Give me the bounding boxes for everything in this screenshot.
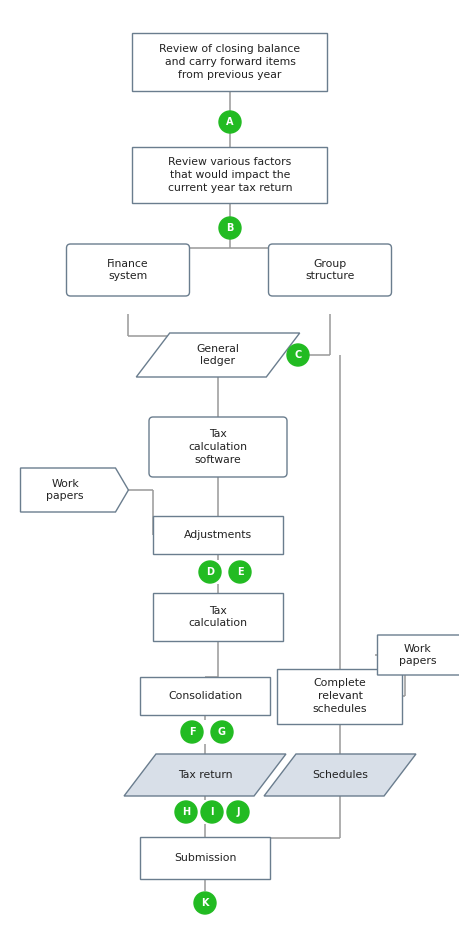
Text: B: B — [226, 223, 233, 233]
Circle shape — [201, 801, 223, 823]
Polygon shape — [263, 754, 415, 796]
Circle shape — [194, 892, 216, 914]
FancyBboxPatch shape — [132, 33, 327, 91]
Text: Submission: Submission — [174, 853, 235, 863]
Circle shape — [218, 111, 241, 133]
Text: Adjustments: Adjustments — [184, 530, 252, 540]
Circle shape — [229, 561, 251, 583]
Text: Work
papers: Work papers — [398, 644, 435, 666]
FancyBboxPatch shape — [140, 677, 269, 715]
Polygon shape — [21, 468, 128, 512]
Text: Tax return: Tax return — [177, 770, 232, 780]
Text: Review of closing balance
and carry forward items
from previous year: Review of closing balance and carry forw… — [159, 44, 300, 80]
Text: Tax
calculation
software: Tax calculation software — [188, 429, 247, 464]
Polygon shape — [377, 635, 459, 675]
FancyBboxPatch shape — [153, 593, 282, 641]
Circle shape — [286, 344, 308, 366]
Text: J: J — [236, 807, 239, 817]
Text: Work
papers: Work papers — [46, 478, 84, 501]
Circle shape — [211, 721, 233, 743]
FancyBboxPatch shape — [67, 244, 189, 296]
Circle shape — [218, 217, 241, 239]
Text: G: G — [218, 727, 225, 737]
Text: F: F — [188, 727, 195, 737]
FancyBboxPatch shape — [153, 516, 282, 554]
FancyBboxPatch shape — [149, 417, 286, 477]
FancyBboxPatch shape — [268, 244, 391, 296]
Text: Group
structure: Group structure — [305, 259, 354, 281]
Text: General
ledger: General ledger — [196, 343, 239, 366]
Text: Consolidation: Consolidation — [168, 691, 241, 701]
Text: E: E — [236, 567, 243, 577]
Circle shape — [174, 801, 196, 823]
Polygon shape — [136, 333, 299, 377]
Text: Complete
relevant
schedules: Complete relevant schedules — [312, 678, 366, 714]
FancyBboxPatch shape — [277, 669, 402, 723]
Text: Review various factors
that would impact the
current year tax return: Review various factors that would impact… — [168, 157, 291, 192]
FancyBboxPatch shape — [132, 147, 327, 203]
Circle shape — [180, 721, 202, 743]
Circle shape — [226, 801, 248, 823]
Text: D: D — [206, 567, 213, 577]
FancyBboxPatch shape — [140, 837, 269, 879]
Text: Schedules: Schedules — [311, 770, 367, 780]
Text: C: C — [294, 350, 301, 360]
Text: Tax
calculation: Tax calculation — [188, 606, 247, 628]
Text: Finance
system: Finance system — [107, 259, 149, 281]
Text: H: H — [182, 807, 190, 817]
Polygon shape — [124, 754, 285, 796]
Text: K: K — [201, 898, 208, 908]
Circle shape — [199, 561, 220, 583]
Text: I: I — [210, 807, 213, 817]
Text: A: A — [226, 117, 233, 127]
